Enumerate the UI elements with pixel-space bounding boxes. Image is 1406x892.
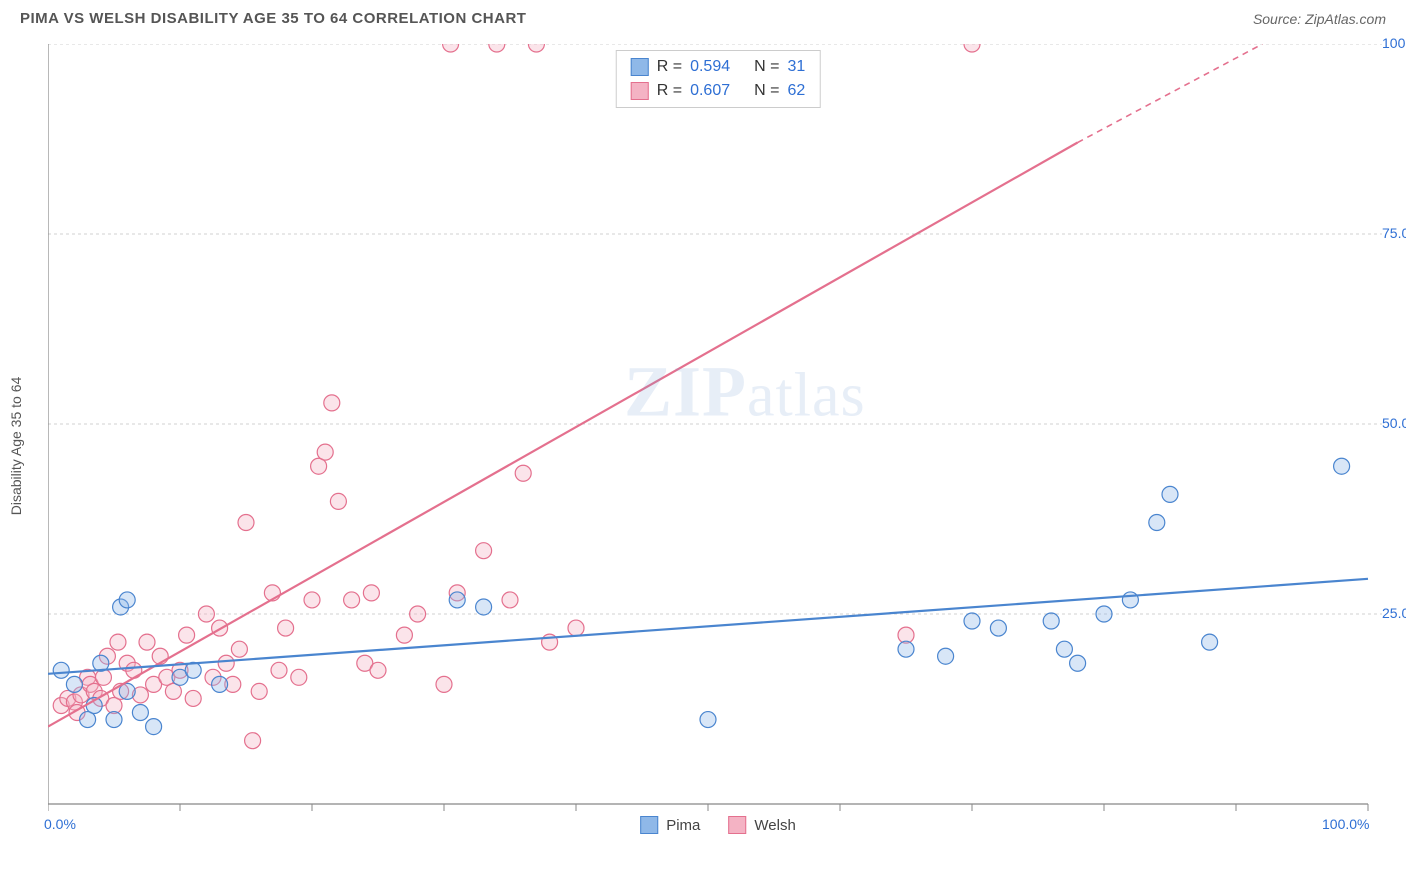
legend-label: Pima [666, 817, 700, 834]
data-point [964, 613, 980, 629]
data-point [304, 592, 320, 608]
data-point [1043, 613, 1059, 629]
data-point [106, 712, 122, 728]
header: PIMA VS WELSH DISABILITY AGE 35 TO 64 CO… [0, 0, 1406, 35]
data-point [363, 585, 379, 601]
stat-r-value: 0.607 [690, 79, 730, 103]
stat-r-value: 0.594 [690, 55, 730, 79]
data-point [1070, 655, 1086, 671]
data-point [436, 676, 452, 692]
data-point [515, 465, 531, 481]
data-point [278, 620, 294, 636]
data-point [218, 655, 234, 671]
data-point [1149, 515, 1165, 531]
axis-tick-label: 100.0% [1322, 816, 1369, 832]
data-point [198, 606, 214, 622]
axis-tick-label: 100.0% [1382, 35, 1406, 51]
data-point [700, 712, 716, 728]
y-axis-label: Disability Age 35 to 64 [8, 377, 24, 516]
data-point [449, 592, 465, 608]
stat-n-value: 62 [787, 79, 805, 103]
data-point [66, 676, 82, 692]
stat-label: N = [754, 79, 779, 103]
data-point [317, 444, 333, 460]
data-point [119, 592, 135, 608]
axis-tick-label: 75.0% [1382, 225, 1406, 241]
data-point [1122, 592, 1138, 608]
data-point [1202, 634, 1218, 650]
data-point [185, 690, 201, 706]
stat-label: R = [657, 79, 682, 103]
data-point [53, 662, 69, 678]
data-point [1334, 458, 1350, 474]
stats-row: R = 0.607 N = 62 [631, 79, 806, 103]
correlation-stats-box: R = 0.594 N = 31 R = 0.607 N = 62 [616, 50, 821, 108]
chart-title: PIMA VS WELSH DISABILITY AGE 35 TO 64 CO… [20, 10, 526, 27]
data-point [502, 592, 518, 608]
stats-row: R = 0.594 N = 31 [631, 55, 806, 79]
data-point [110, 634, 126, 650]
series-legend: Pima Welsh [640, 816, 796, 834]
data-point [344, 592, 360, 608]
data-point [568, 620, 584, 636]
data-point [271, 662, 287, 678]
data-point [396, 627, 412, 643]
stat-label: R = [657, 55, 682, 79]
legend-swatch [640, 816, 658, 834]
data-point [1096, 606, 1112, 622]
legend-item: Pima [640, 816, 700, 834]
data-point [231, 641, 247, 657]
data-point [476, 543, 492, 559]
data-point [132, 705, 148, 721]
data-point [330, 493, 346, 509]
source-attribution: Source: ZipAtlas.com [1253, 11, 1386, 27]
legend-label: Welsh [754, 817, 795, 834]
data-point [179, 627, 195, 643]
data-point [139, 634, 155, 650]
legend-swatch [728, 816, 746, 834]
data-point [146, 719, 162, 735]
series-swatch [631, 58, 649, 76]
data-point [898, 641, 914, 657]
axis-tick-label: 0.0% [44, 816, 76, 832]
data-point [410, 606, 426, 622]
data-point [370, 662, 386, 678]
data-point [291, 669, 307, 685]
scatter-plot [48, 44, 1388, 834]
data-point [1162, 486, 1178, 502]
data-point [212, 676, 228, 692]
legend-item: Welsh [728, 816, 795, 834]
data-point [238, 515, 254, 531]
data-point [990, 620, 1006, 636]
data-point [245, 733, 261, 749]
chart-container: ZIPatlas R = 0.594 N = 31 R = 0.607 N = … [48, 44, 1388, 834]
series-swatch [631, 82, 649, 100]
axis-tick-label: 25.0% [1382, 605, 1406, 621]
axis-tick-label: 50.0% [1382, 415, 1406, 431]
stat-label: N = [754, 55, 779, 79]
stat-n-value: 31 [787, 55, 805, 79]
data-point [476, 599, 492, 615]
data-point [251, 683, 267, 699]
data-point [1056, 641, 1072, 657]
data-point [938, 648, 954, 664]
data-point [324, 395, 340, 411]
data-point [95, 669, 111, 685]
